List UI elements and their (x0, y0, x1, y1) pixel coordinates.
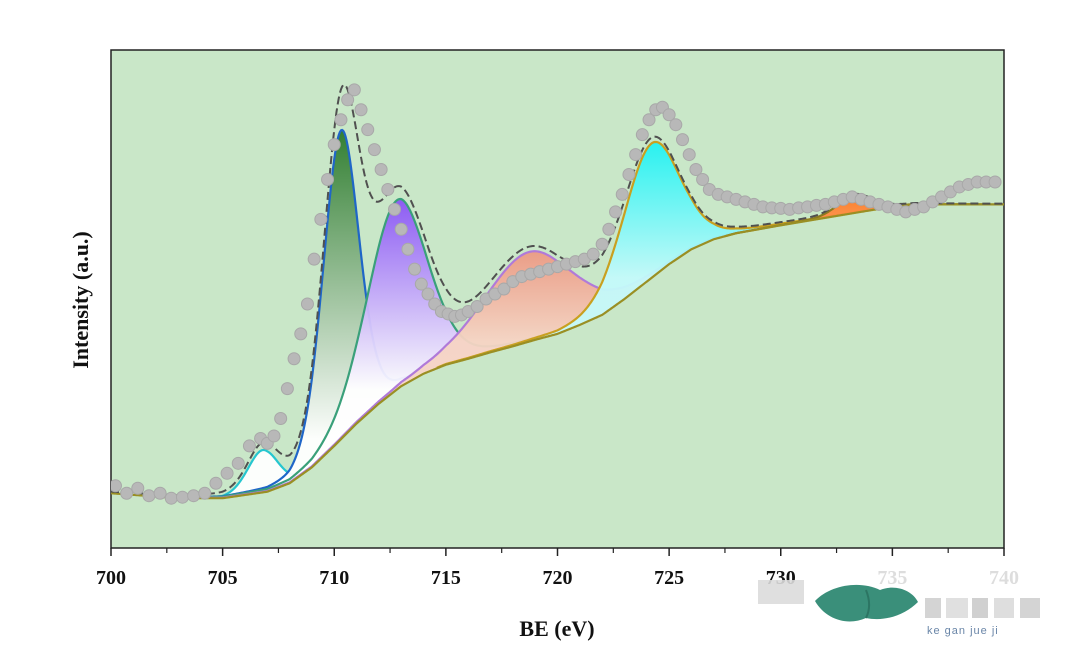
data-point (267, 429, 281, 443)
peak-area-1 (148, 405, 377, 499)
data-point (164, 491, 178, 505)
data-point (629, 148, 643, 162)
data-point (408, 262, 422, 276)
x-tick-label: 705 (208, 567, 238, 589)
data-point (662, 108, 676, 122)
data-point (321, 172, 335, 186)
data-point (669, 118, 683, 132)
background-line (111, 203, 1004, 500)
x-tick-label: 700 (96, 567, 126, 589)
data-point (421, 287, 435, 301)
data-point (394, 222, 408, 236)
data-point (497, 282, 511, 296)
data-point (414, 277, 428, 291)
data-point (635, 128, 649, 142)
data-point (175, 490, 189, 504)
blur-block (946, 598, 968, 618)
blur-blocks-left (690, 575, 804, 604)
data-point (367, 143, 381, 157)
data-point (374, 163, 388, 177)
x-tick-label: 710 (319, 567, 349, 589)
data-point (347, 83, 361, 97)
data-point (689, 163, 703, 177)
data-point (988, 175, 1002, 189)
data-point (274, 412, 288, 426)
data-point (111, 479, 122, 493)
data-point (341, 93, 355, 107)
data-point (300, 297, 314, 311)
data-point (388, 202, 402, 216)
data-point (615, 187, 629, 201)
peak-area-6 (726, 195, 983, 236)
data-point (327, 138, 341, 152)
data-point (242, 439, 256, 453)
peak-area-4 (185, 209, 872, 499)
peak-area-2 (205, 129, 477, 499)
data-point (642, 113, 656, 127)
data-point (334, 113, 348, 127)
data-point (696, 172, 710, 186)
data-point (280, 382, 294, 396)
data-point (131, 481, 145, 495)
data-point (595, 237, 609, 251)
data-point (586, 247, 600, 261)
data-point (602, 222, 616, 236)
data-point (120, 486, 134, 500)
data-point (209, 476, 223, 490)
blur-block (925, 598, 941, 618)
x-axis-title: BE (eV) (519, 616, 594, 641)
blur-block (690, 575, 702, 601)
data-point (609, 205, 623, 219)
data-point (682, 148, 696, 162)
watermark: ke gan jue ji (690, 563, 1076, 643)
data-point (361, 123, 375, 137)
watermark-text: ke gan jue ji (927, 625, 999, 637)
data-point (220, 466, 234, 480)
blur-block (758, 580, 804, 604)
data-point (187, 489, 201, 503)
data-point (622, 168, 636, 181)
blur-block (972, 598, 988, 618)
data-point (307, 252, 321, 266)
data-point (354, 103, 368, 117)
blur-blocks-right (925, 598, 1040, 618)
peak-area-3 (169, 199, 625, 499)
data-point (153, 486, 167, 500)
data-point (294, 327, 308, 341)
data-point (381, 182, 395, 196)
blur-block (994, 598, 1014, 618)
x-tick-label: 725 (654, 567, 684, 589)
x-tick-label: 720 (543, 567, 573, 589)
data-point (142, 489, 156, 503)
y-axis-title: Intensity (a.u.) (68, 231, 93, 369)
data-point (287, 352, 301, 366)
data-point (231, 456, 245, 470)
blur-block (1020, 598, 1040, 618)
x-tick-label: 715 (431, 567, 461, 589)
peak-area-5 (436, 141, 866, 369)
data-point (401, 242, 415, 256)
logo-icon (815, 584, 918, 622)
data-point (676, 133, 690, 147)
data-point (470, 299, 484, 313)
data-point (198, 486, 212, 500)
data-point (314, 212, 328, 226)
